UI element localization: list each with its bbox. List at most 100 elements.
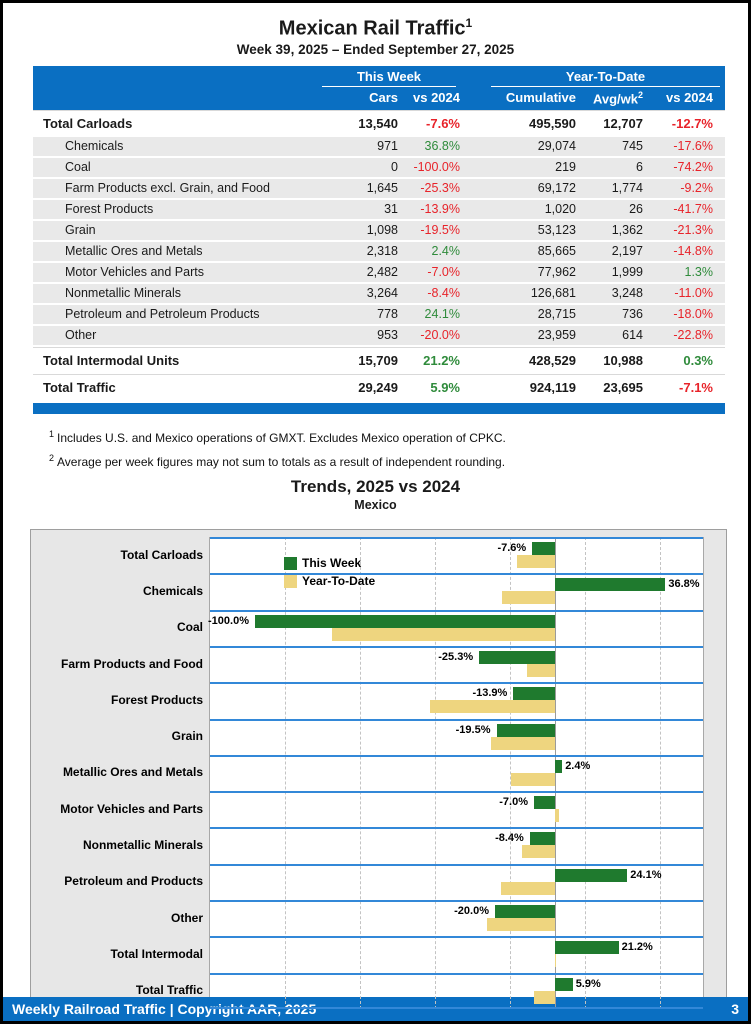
- footer-bar: Weekly Railroad Traffic | Copyright AAR,…: [3, 997, 748, 1021]
- gridline: [285, 536, 286, 1009]
- bar-year-to-date: [502, 591, 555, 605]
- category-label: Forest Products: [110, 692, 203, 707]
- footnote-1: 1 Includes U.S. and Mexico operations of …: [49, 428, 506, 445]
- bar-year-to-date: [533, 990, 555, 1004]
- bar-value-label: -13.9%: [472, 687, 508, 700]
- table-row: Total Intermodal Units 15,709 21.2% 428,529…: [33, 346, 725, 374]
- table-row: Metallic Ores and Metals 2,318 2.4% 85,665 2…: [33, 241, 725, 263]
- gridline: [435, 536, 436, 1009]
- bar-year-to-date: [527, 663, 555, 677]
- row-separator-line: [210, 863, 703, 866]
- bar-value-label: -20.0%: [454, 905, 489, 918]
- zero-axis-line: [555, 536, 556, 1009]
- row-separator-line: [210, 645, 703, 648]
- table-row: Total Traffic 29,249 5.9% 924,119 23,695 -7.1…: [33, 373, 725, 401]
- table-row: Total Carloads 13,540 -7.6% 495,590 12,707 -1…: [33, 109, 725, 137]
- bar-year-to-date: [486, 918, 555, 932]
- legend-item-this-week: This Week: [284, 555, 375, 570]
- bar-year-to-date: [429, 700, 555, 714]
- chart-legend: This Week Year-To-Date: [284, 555, 375, 593]
- col-header-vs2024-ytd: vs 2024: [666, 90, 713, 106]
- category-label: Petroleum and Products: [64, 874, 203, 889]
- bar-value-label: -7.0%: [499, 796, 528, 809]
- bar-this-week: [555, 977, 573, 991]
- chart-title: Trends, 2025 vs 2024: [290, 476, 461, 496]
- table-row: Forest Products 31 -13.9% 1,020 26 -41.7%: [33, 199, 725, 221]
- category-label: Coal: [176, 620, 203, 635]
- row-separator-line: [210, 1006, 703, 1009]
- bar-this-week: [479, 650, 555, 664]
- legend-label-this-week: This Week: [302, 555, 362, 570]
- category-label: Chemicals: [142, 583, 203, 598]
- gridline: [660, 536, 661, 1009]
- group-header-this-week: This Week: [322, 66, 456, 87]
- table-row: Grain 1,098 -19.5% 53,123 1,362 -21.3%: [33, 220, 725, 242]
- row-separator-line: [210, 609, 703, 612]
- table-row: Motor Vehicles and Parts 2,482 -7.0% 77,962…: [33, 262, 725, 284]
- traffic-table: This Week Year-To-Date Cars vs 2024 Cumu…: [33, 65, 725, 401]
- category-label: Nonmetallic Minerals: [82, 838, 203, 853]
- table-row: Nonmetallic Minerals 3,264 -8.4% 126,681 3,2…: [33, 283, 725, 305]
- category-label: Grain: [171, 729, 203, 744]
- bar-this-week: [555, 868, 628, 882]
- bar-this-week: [555, 941, 619, 955]
- table-header: This Week Year-To-Date Cars vs 2024 Cumu…: [33, 65, 725, 110]
- row-separator-line: [210, 718, 703, 721]
- col-header-avg-wk: Avg/wk2: [592, 89, 643, 106]
- category-label: Other: [170, 910, 203, 925]
- col-header-cumulative: Cumulative: [505, 90, 576, 106]
- bar-value-label: -19.5%: [455, 723, 491, 736]
- bar-this-week: [555, 759, 563, 773]
- bar-year-to-date: [501, 881, 555, 895]
- bar-value-label: -100.0%: [208, 614, 249, 627]
- bar-this-week: [529, 832, 555, 846]
- category-label: Total Intermodal: [110, 947, 203, 961]
- col-header-vs2024-week: vs 2024: [413, 90, 460, 106]
- bar-year-to-date: [522, 845, 555, 859]
- row-separator-line: [210, 681, 703, 684]
- category-label: Total Carloads: [120, 547, 203, 562]
- avg-wk-footnote-marker: 2: [637, 89, 643, 100]
- table-body: Total Carloads 13,540 -7.6% 495,590 12,707 -1…: [33, 109, 725, 401]
- bar-value-label: 36.8%: [668, 578, 700, 591]
- bar-year-to-date: [510, 772, 555, 786]
- bar-year-to-date: [555, 809, 559, 823]
- footer-text: Weekly Railroad Traffic | Copyright AAR,…: [12, 1001, 317, 1017]
- table-row: Chemicals 971 36.8% 29,074 745 -17.6%: [33, 136, 725, 158]
- bar-year-to-date: [555, 954, 556, 968]
- row-separator-line: [210, 754, 703, 757]
- col-header-cars: Cars: [369, 90, 398, 106]
- bar-this-week: [255, 614, 555, 628]
- bar-value-label: -8.4%: [495, 832, 524, 845]
- bar-year-to-date: [516, 554, 555, 568]
- title-footnote-marker: 1: [465, 16, 473, 30]
- footnote-2: 2 Average per week figures may not sum to…: [49, 452, 506, 469]
- category-label: Farm Products and Food: [60, 656, 203, 671]
- chart-subtitle: Mexico: [354, 497, 397, 512]
- bar-year-to-date: [332, 627, 555, 641]
- page-title-text: Mexican Rail Traffic: [278, 17, 466, 40]
- group-header-year-to-date: Year-To-Date: [491, 66, 720, 87]
- bar-value-label: 21.2%: [621, 941, 653, 954]
- bar-value-label: 2.4%: [565, 759, 591, 772]
- gridline: [585, 536, 586, 1009]
- bar-value-label: -7.6%: [497, 541, 527, 554]
- legend-item-year-to-date: Year-To-Date: [284, 574, 375, 588]
- category-label: Total Traffic: [135, 983, 203, 998]
- bar-value-label: -25.3%: [438, 650, 474, 663]
- table-row: Other 953 -20.0% 23,959 614 -22.8%: [33, 325, 725, 347]
- plot-area: This Week Year-To-Date -7.6% 36.8% -100.0%…: [208, 536, 704, 1009]
- bar-this-week: [496, 723, 555, 737]
- footnotes: 1 Includes U.S. and Mexico operations of …: [49, 424, 748, 472]
- trends-bar-chart: Total Carloads Chemicals Coal Farm Products…: [30, 528, 727, 1021]
- row-separator-line: [210, 972, 703, 975]
- legend-swatch-this-week: [284, 556, 297, 570]
- category-label: Motor Vehicles and Parts: [60, 801, 203, 816]
- footer-page-number: 3: [731, 1001, 739, 1017]
- row-separator-line: [210, 536, 703, 539]
- bar-year-to-date: [491, 736, 555, 750]
- row-separator-line: [210, 899, 703, 902]
- table-row: Coal 0 -100.0% 219 6 -74.2%: [33, 157, 725, 179]
- table-row: Petroleum and Petroleum Products 778 24.1%…: [33, 304, 725, 326]
